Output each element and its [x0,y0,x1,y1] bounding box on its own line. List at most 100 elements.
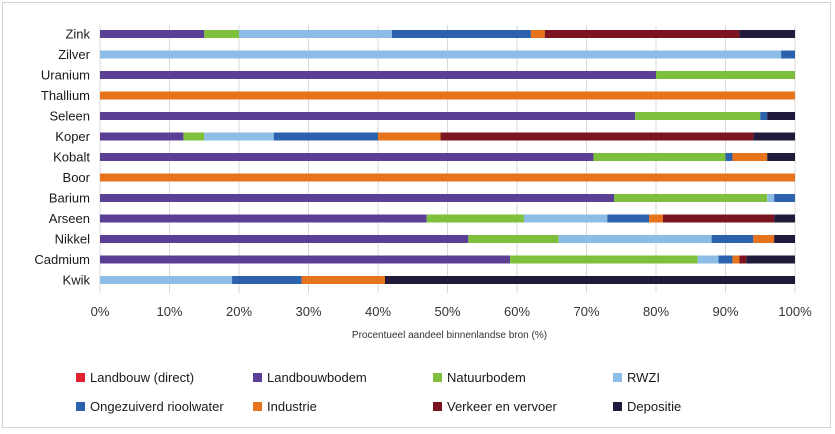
category-label: Kobalt [53,150,90,165]
bar-segment [732,153,768,161]
bar-segment [656,71,795,79]
bar-segment [530,30,545,38]
x-tick-label: 90% [712,304,738,319]
bar-segment [649,214,663,223]
bar-segment [635,112,761,120]
x-tick-label: 70% [573,304,599,319]
bar-segment [662,214,775,223]
legend-swatch [76,373,85,382]
stacked-bar-chart: Zink Zilver Uranium Thallium Seleen Koper Koba… [34,25,812,414]
bar-segment [100,91,795,100]
bar-segment [100,30,205,38]
bar-segment [697,255,719,264]
bar-segment [183,132,205,141]
bar-segment [607,214,650,223]
x-tick-label: 0% [91,304,110,319]
chart-frame: Zink Zilver Uranium Thallium Seleen Koper Koba… [2,2,831,428]
legend-label: Ongezuiverd rioolwater [90,399,224,414]
legend-label: Landbouw (direct) [90,370,194,385]
category-label: Nikkel [55,232,91,247]
category-label: Boor [63,170,91,185]
bar-segment [391,30,531,38]
bar-segment [100,194,615,202]
bar-segment [100,235,469,243]
bar-segment [100,132,184,141]
x-tick-label: 60% [504,304,530,319]
bar-segment [767,153,795,161]
bar-segment [100,276,233,284]
bar-segment [426,214,524,223]
bar-segment [100,153,594,161]
bar-segment [100,255,511,264]
category-label: Zilver [58,47,90,62]
category-label: Barium [49,191,90,206]
legend-label: Industrie [267,399,317,414]
legend-swatch [76,402,85,411]
bar-segment [732,255,740,264]
bar-segment [100,71,656,79]
legend-swatch [433,373,442,382]
legend-label: Verkeer en vervoer [447,399,558,414]
bar-segment [774,235,795,243]
bar-segment [100,112,636,120]
x-tick-label: 10% [156,304,182,319]
legend-label: RWZI [627,370,660,385]
category-label: Kwik [63,273,91,288]
category-label: Arseen [49,211,90,226]
legend-label: Natuurbodem [447,370,526,385]
bar-segment [725,153,733,161]
bar-segment [767,194,775,202]
x-tick-label: 40% [365,304,391,319]
category-label: Zink [65,27,90,42]
x-tick-label: 80% [643,304,669,319]
bar-segment [746,255,795,264]
x-tick-label: 100% [778,304,812,319]
bar-segment [760,112,768,120]
category-label: Uranium [41,68,90,83]
bar-segment [767,112,795,120]
bar-segment [774,214,795,223]
bar-segment [753,132,795,141]
bar-segment [739,255,747,264]
category-label: Koper [55,129,90,144]
bar-segment [614,194,768,202]
legend-swatch [253,373,262,382]
bar-segment [718,255,733,264]
bar-segment [239,30,392,38]
legend-swatch [613,373,622,382]
x-tick-label: 30% [295,304,321,319]
bar-segment [384,276,795,284]
legend-swatch [613,402,622,411]
bar-segment [100,50,782,59]
bar-segment [739,30,795,38]
legend-label: Landbouwbodem [267,370,367,385]
bar-segment [544,30,740,38]
bar-segment [100,214,427,223]
category-label: Seleen [50,109,90,124]
bar-segment [378,132,441,141]
bar-segment [273,132,378,141]
legend-swatch [253,402,262,411]
category-label: Thallium [41,88,90,103]
bar-segment [774,194,795,202]
bar-segment [100,173,795,182]
bar-segment [711,235,754,243]
legend-label: Depositie [627,399,681,414]
x-tick-label: 50% [434,304,460,319]
bar-segment [301,276,385,284]
bar-segment [440,132,754,141]
bar-segment [781,50,795,59]
bar-segment [204,132,274,141]
x-axis-title: Procentueel aandeel binnenlandse bron (%… [352,330,547,341]
bar-segment [593,153,726,161]
bar-segment [510,255,698,264]
bar-segment [523,214,608,223]
x-tick-label: 20% [226,304,252,319]
bar-segment [468,235,559,243]
bar-segment [558,235,712,243]
category-label: Cadmium [34,252,90,267]
bar-segment [204,30,239,38]
legend-swatch [433,402,442,411]
bar-segment [232,276,302,284]
bar-segment [753,235,775,243]
